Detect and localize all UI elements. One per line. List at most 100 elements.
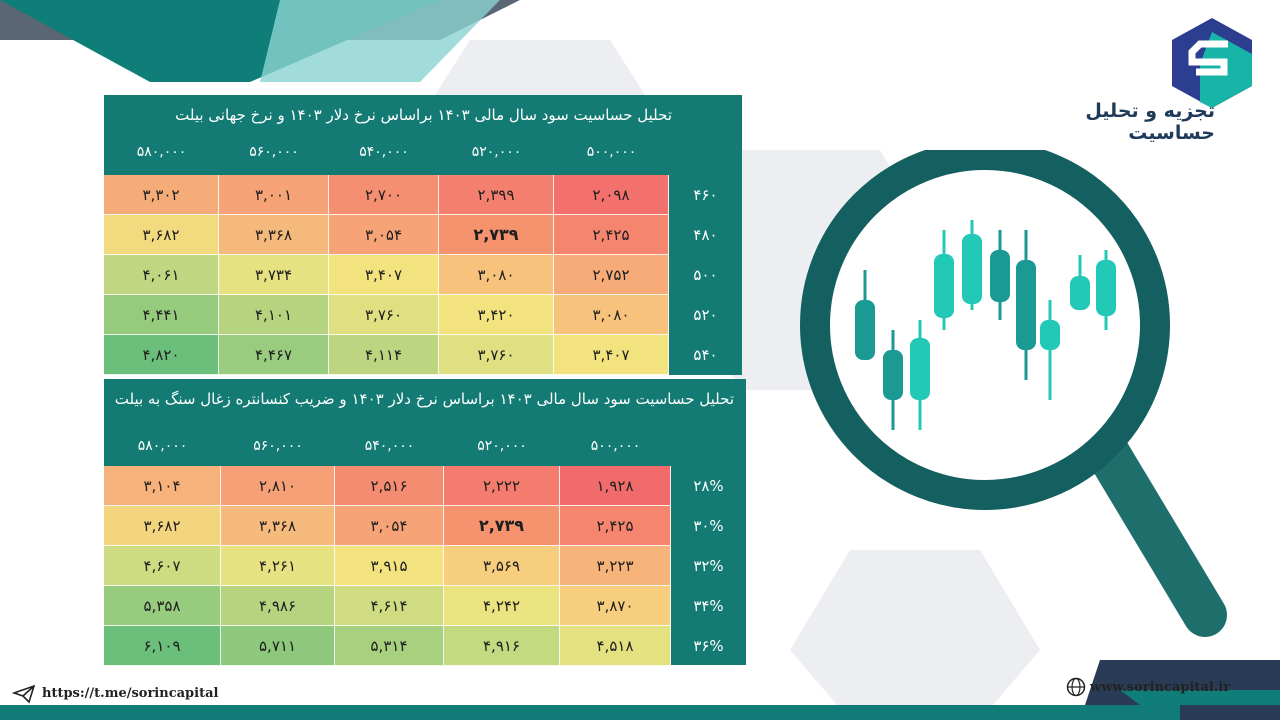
candlestick-body	[962, 234, 982, 304]
candlestick-body	[1096, 260, 1116, 316]
table-cell: ۳,۴۰۷	[329, 255, 439, 295]
table2-column-header: ۵۲۰,۰۰۰	[477, 438, 527, 454]
table2-row-label: ۳۴%	[693, 597, 724, 615]
table2-column-header: ۵۴۰,۰۰۰	[364, 438, 415, 454]
table-row: ۴,۰۶۱ ۳,۷۳۴ ۳,۴۰۷ ۳,۰۸۰ ۲,۷۵۲ ۵۰۰	[104, 255, 742, 295]
table-cell: ۲,۴۲۵	[560, 506, 671, 546]
table-row: ۶,۱۰۹ ۵,۷۱۱ ۵,۳۱۴ ۴,۹۱۶ ۴,۵۱۸ ۳۶%	[104, 626, 746, 666]
table-cell: ۵,۳۵۸	[104, 586, 221, 626]
table1-column-header: ۵۴۰,۰۰۰	[359, 144, 409, 160]
table-cell: ۴,۴۶۷	[219, 335, 329, 375]
table-cell: ۳,۸۷۰	[560, 586, 671, 626]
table2-row-label: ۲۸%	[693, 477, 724, 495]
telegram-link[interactable]: https://t.me/sorincapital	[42, 686, 219, 701]
table-cell: ۴,۶۱۴	[335, 586, 444, 626]
table-cell: ۲,۳۹۹	[439, 175, 554, 215]
table-cell: ۴,۱۱۴	[329, 335, 439, 375]
table2-row-label: ۳۰%	[693, 517, 724, 535]
candlestick-body	[934, 254, 954, 318]
table-cell: ۳,۶۸۲	[104, 215, 219, 255]
table-cell: ۳,۰۸۰	[554, 295, 669, 335]
table-cell: ۳,۰۵۴	[329, 215, 439, 255]
table-cell: ۳,۳۶۸	[221, 506, 335, 546]
sensitivity-table-1: تحلیل حساسیت سود سال مالی ۱۴۰۳ براساس نر…	[104, 95, 742, 375]
table-cell: ۳,۴۲۰	[439, 295, 554, 335]
table1-row-label: ۵۰۰	[693, 266, 718, 284]
table-cell: ۲,۴۲۵	[554, 215, 669, 255]
candlestick-body	[855, 300, 875, 360]
table-cell-highlighted: ۲,۷۳۹	[439, 215, 554, 255]
table-cell: ۲,۰۹۸	[554, 175, 669, 215]
table-row: ۴,۸۲۰ ۴,۴۶۷ ۴,۱۱۴ ۳,۷۶۰ ۳,۴۰۷ ۵۴۰	[104, 335, 742, 375]
candlestick-body	[1070, 276, 1090, 310]
table-cell: ۳,۷۶۰	[329, 295, 439, 335]
website-link[interactable]: www.sorincapital.ir	[1090, 680, 1231, 695]
table-cell: ۳,۰۸۰	[439, 255, 554, 295]
table-cell: ۳,۰۰۱	[219, 175, 329, 215]
table-cell: ۳,۱۰۴	[104, 466, 221, 506]
table-cell: ۳,۵۶۹	[444, 546, 560, 586]
page-title: تجزیه و تحلیل حساسیت	[1085, 100, 1215, 144]
table-cell: ۵,۳۱۴	[335, 626, 444, 666]
table-cell: ۲,۵۱۶	[335, 466, 444, 506]
table1-column-header: ۵۸۰,۰۰۰	[136, 144, 187, 160]
table1-grid: ۳,۳۰۲ ۳,۰۰۱ ۲,۷۰۰ ۲,۳۹۹ ۲,۰۹۸ ۴۶۰ ۳,۶۸۲ …	[104, 175, 742, 375]
table1-row-label: ۴۸۰	[693, 226, 718, 244]
table-cell: ۳,۳۰۲	[104, 175, 219, 215]
table-row: ۳,۱۰۴ ۲,۸۱۰ ۲,۵۱۶ ۲,۲۲۲ ۱,۹۲۸ ۲۸%	[104, 466, 746, 506]
table-cell: ۳,۳۶۸	[219, 215, 329, 255]
table-cell-highlighted: ۲,۷۳۹	[444, 506, 560, 546]
candlestick-body	[1040, 320, 1060, 350]
table1-column-header: ۵۲۰,۰۰۰	[471, 144, 522, 160]
table-row: ۳,۳۰۲ ۳,۰۰۱ ۲,۷۰۰ ۲,۳۹۹ ۲,۰۹۸ ۴۶۰	[104, 175, 742, 215]
table-row: ۴,۶۰۷ ۴,۲۶۱ ۳,۹۱۵ ۳,۵۶۹ ۳,۲۲۳ ۳۲%	[104, 546, 746, 586]
table-cell: ۴,۹۸۶	[221, 586, 335, 626]
candlestick-body	[990, 250, 1010, 302]
magnifier-chart-icon	[800, 150, 1227, 637]
table-cell: ۳,۴۰۷	[554, 335, 669, 375]
table-cell: ۴,۲۶۱	[221, 546, 335, 586]
table-cell: ۴,۶۰۷	[104, 546, 221, 586]
table2-title: تحلیل حساسیت سود سال مالی ۱۴۰۳ براساس نر…	[114, 390, 734, 408]
table-cell: ۳,۹۱۵	[335, 546, 444, 586]
globe-icon	[1066, 677, 1086, 697]
table2-header: ۵۸۰,۰۰۰ ۵۶۰,۰۰۰ ۵۴۰,۰۰۰ ۵۲۰,۰۰۰ ۵۰۰,۰۰۰	[104, 431, 746, 461]
table-cell: ۳,۲۲۳	[560, 546, 671, 586]
table-cell: ۴,۰۶۱	[104, 255, 219, 295]
table1-row-label: ۵۴۰	[693, 346, 718, 364]
table-cell: ۲,۷۵۲	[554, 255, 669, 295]
table-row: ۵,۳۵۸ ۴,۹۸۶ ۴,۶۱۴ ۴,۲۴۲ ۳,۸۷۰ ۳۴%	[104, 586, 746, 626]
table-cell: ۳,۰۵۴	[335, 506, 444, 546]
candlestick-body	[1016, 260, 1036, 350]
table-cell: ۴,۲۴۲	[444, 586, 560, 626]
logo	[1172, 18, 1252, 108]
table-cell: ۵,۷۱۱	[221, 626, 335, 666]
table-cell: ۱,۹۲۸	[560, 466, 671, 506]
table1-row-label: ۵۲۰	[693, 306, 718, 324]
table-cell: ۳,۶۸۲	[104, 506, 221, 546]
table-cell: ۴,۸۲۰	[104, 335, 219, 375]
table1-title: تحلیل حساسیت سود سال مالی ۱۴۰۳ براساس نر…	[175, 106, 672, 124]
table2-column-header: ۵۸۰,۰۰۰	[137, 438, 188, 454]
table-cell: ۳,۷۳۴	[219, 255, 329, 295]
table-cell: ۴,۴۴۱	[104, 295, 219, 335]
table2-row-label: ۳۲%	[693, 557, 724, 575]
table-cell: ۲,۸۱۰	[221, 466, 335, 506]
table1-row-label: ۴۶۰	[693, 186, 718, 204]
table1-header: ۵۸۰,۰۰۰ ۵۶۰,۰۰۰ ۵۴۰,۰۰۰ ۵۲۰,۰۰۰ ۵۰۰,۰۰۰	[104, 137, 742, 167]
sensitivity-table-2: تحلیل حساسیت سود سال مالی ۱۴۰۳ براساس نر…	[104, 379, 746, 666]
table-row: ۳,۶۸۲ ۳,۳۶۸ ۳,۰۵۴ ۲,۷۳۹ ۲,۴۲۵ ۴۸۰	[104, 215, 742, 255]
table-cell: ۲,۷۰۰	[329, 175, 439, 215]
table-cell: ۳,۷۶۰	[439, 335, 554, 375]
table-cell: ۶,۱۰۹	[104, 626, 221, 666]
candlestick-body	[910, 338, 930, 400]
table2-row-label: ۳۶%	[693, 637, 724, 655]
table1-column-header: ۵۰۰,۰۰۰	[586, 144, 637, 160]
table2-column-header: ۵۰۰,۰۰۰	[590, 438, 641, 454]
table2-grid: ۳,۱۰۴ ۲,۸۱۰ ۲,۵۱۶ ۲,۲۲۲ ۱,۹۲۸ ۲۸% ۳,۶۸۲ …	[104, 466, 746, 666]
telegram-icon	[12, 684, 36, 704]
table-cell: ۴,۵۱۸	[560, 626, 671, 666]
table-row: ۴,۴۴۱ ۴,۱۰۱ ۳,۷۶۰ ۳,۴۲۰ ۳,۰۸۰ ۵۲۰	[104, 295, 742, 335]
table-cell: ۲,۲۲۲	[444, 466, 560, 506]
candlestick-body	[883, 350, 903, 400]
